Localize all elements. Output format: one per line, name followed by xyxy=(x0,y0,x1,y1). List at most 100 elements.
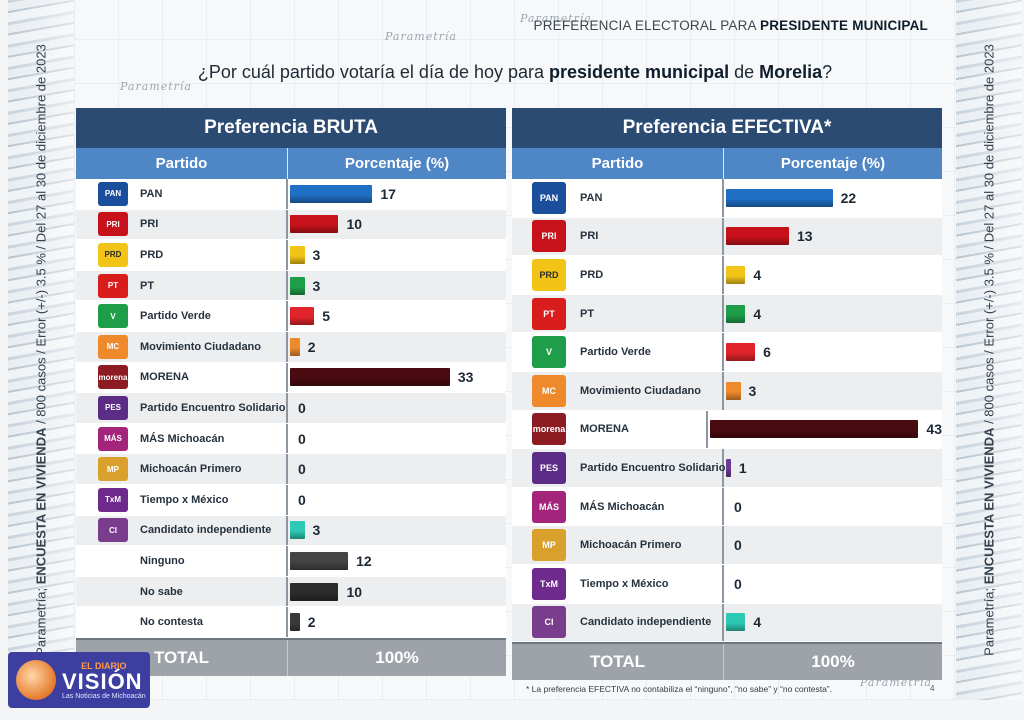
preferencia-efectiva-panel: Preferencia EFECTIVA* Partido Porcentaje… xyxy=(512,108,942,681)
chart-rows: PAN PAN 22 PRI PRI 13 PRD PRD 4 PT PT 4 V Partido Ver… xyxy=(512,179,942,643)
data-label: 3 xyxy=(312,246,321,263)
party-name: Partido Encuentro Solidario xyxy=(580,461,726,474)
data-label: 3 xyxy=(748,382,757,399)
percentage-cell: 5 xyxy=(288,301,506,331)
data-label: 10 xyxy=(346,583,363,600)
bar xyxy=(726,188,833,207)
brand-emblem-icon xyxy=(16,660,56,700)
table-row: MP Michoacán Primero 0 xyxy=(512,526,942,565)
percentage-cell: 0 xyxy=(724,526,942,564)
party-logo-icon: MC xyxy=(98,334,128,359)
table-row: PES Partido Encuentro Solidario 1 xyxy=(512,449,942,488)
party-name: Michoacán Primero xyxy=(580,539,682,552)
party-logo-icon: morena xyxy=(98,365,128,390)
table-row: PES Partido Encuentro Solidario 0 xyxy=(76,393,506,424)
bar xyxy=(290,551,349,570)
party-name: PT xyxy=(140,279,155,292)
data-label: 0 xyxy=(298,430,306,447)
percentage-cell: 10 xyxy=(288,210,506,240)
party-logo-icon: PES xyxy=(532,451,566,484)
data-label: 0 xyxy=(734,537,742,554)
data-label: 0 xyxy=(734,498,742,515)
party-logo-icon: PRI xyxy=(98,212,128,237)
party-logo-icon: morena xyxy=(532,413,566,446)
party-name: Partido Verde xyxy=(140,310,211,323)
party-logo-icon xyxy=(98,610,128,634)
party-cell: No sabe xyxy=(76,576,288,607)
data-label: 13 xyxy=(796,228,813,245)
party-cell: MC Movimiento Ciudadano xyxy=(512,371,724,410)
data-label: 4 xyxy=(753,266,762,283)
data-label: 3 xyxy=(312,277,321,294)
bar xyxy=(726,343,756,362)
table-row: CI Candidato independiente 4 xyxy=(512,603,942,643)
table-row: PRD PRD 4 xyxy=(512,256,942,295)
data-label: 5 xyxy=(322,308,331,325)
party-name: Candidato independiente xyxy=(580,616,712,629)
survey-methodology-text: Parametría; ENCUESTA EN VIVIENDA / 800 c… xyxy=(33,44,49,656)
bar xyxy=(726,381,741,400)
percentage-cell: 0 xyxy=(288,393,506,423)
data-label: 43 xyxy=(926,421,942,438)
table-row: PT PT 4 xyxy=(512,294,942,334)
column-header: Partido Porcentaje (%) xyxy=(76,148,506,179)
table-row: MP Michoacán Primero 0 xyxy=(76,454,506,485)
table-row: TxM Tiempo x México 0 xyxy=(76,484,506,516)
party-name: Ninguno xyxy=(140,554,185,567)
chart-title: Preferencia BRUTA xyxy=(76,108,506,148)
party-name: PRI xyxy=(140,218,159,231)
column-header: Partido Porcentaje (%) xyxy=(512,148,942,179)
party-logo-icon xyxy=(98,580,128,604)
chart-rows: PAN PAN 17 PRI PRI 10 PRD PRD 3 PT PT 3 V Partido Ver… xyxy=(76,179,506,638)
party-name: Candidato independiente xyxy=(140,524,272,537)
data-label: 12 xyxy=(356,552,372,569)
table-row: PRD PRD 3 xyxy=(76,240,506,271)
party-name: PT xyxy=(580,307,595,320)
party-logo-icon: V xyxy=(532,336,566,369)
table-row: No contesta 2 xyxy=(76,607,506,638)
party-cell: MC Movimiento Ciudadano xyxy=(76,331,288,362)
percentage-cell: 0 xyxy=(724,565,942,603)
bar xyxy=(290,613,300,632)
percentage-column-header: Porcentaje (%) xyxy=(344,155,450,172)
percentage-cell: 13 xyxy=(724,218,942,256)
party-cell: TxM Tiempo x México xyxy=(512,564,724,603)
percentage-cell: 43 xyxy=(708,411,942,449)
party-name: Partido Verde xyxy=(580,346,651,359)
watermark: Parametría xyxy=(520,12,592,25)
percentage-cell: 12 xyxy=(288,546,506,576)
party-logo-icon: CI xyxy=(532,606,566,639)
bar xyxy=(290,276,305,295)
total-label: TOTAL xyxy=(76,639,288,676)
party-name: MORENA xyxy=(140,371,189,384)
party-name: No contesta xyxy=(140,616,203,629)
watermark: Parametría xyxy=(120,80,192,93)
data-label: 4 xyxy=(753,614,762,631)
table-row: MÁS MÁS Michoacán 0 xyxy=(76,423,506,455)
chart-title: Preferencia EFECTIVA* xyxy=(512,108,942,148)
preferencia-bruta-panel: Preferencia BRUTA Partido Porcentaje (%)… xyxy=(76,108,506,676)
party-name: PRI xyxy=(580,230,599,243)
data-label: 22 xyxy=(840,189,857,206)
party-cell: PRD PRD xyxy=(512,256,724,294)
table-row: TxM Tiempo x México 0 xyxy=(512,564,942,604)
party-column-header: Partido xyxy=(512,148,724,179)
total-label: TOTAL xyxy=(512,644,724,681)
data-label: 2 xyxy=(307,614,316,631)
party-name: MÁS Michoacán xyxy=(580,500,665,513)
percentage-cell: 0 xyxy=(288,485,506,515)
party-name: Tiempo x México xyxy=(140,493,229,506)
bar xyxy=(290,368,450,387)
table-row: morena MORENA 33 xyxy=(76,362,506,394)
party-cell: MÁS MÁS Michoacán xyxy=(512,487,724,526)
page-number: 4 xyxy=(930,684,935,693)
party-logo-icon: MP xyxy=(532,529,566,562)
table-row: MC Movimiento Ciudadano 2 xyxy=(76,331,506,363)
party-logo-icon xyxy=(98,549,128,573)
party-cell: MÁS MÁS Michoacán xyxy=(76,423,288,454)
party-logo-icon: MÁS xyxy=(532,490,566,523)
party-name: PAN xyxy=(580,191,603,204)
percentage-cell: 0 xyxy=(724,488,942,526)
percentage-cell: 4 xyxy=(724,295,942,333)
table-row: PT PT 3 xyxy=(76,270,506,302)
